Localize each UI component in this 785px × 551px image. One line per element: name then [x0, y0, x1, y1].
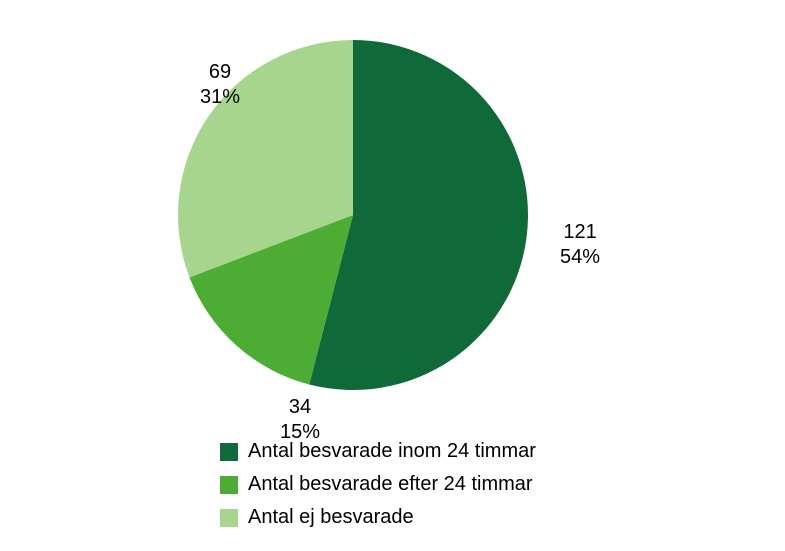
- legend-item-2: Antal ej besvarade: [220, 506, 536, 529]
- legend-label: Antal ej besvarade: [248, 506, 414, 529]
- slice-value: 121: [560, 220, 600, 245]
- slice-label-0: 12154%: [560, 220, 600, 270]
- slice-value: 69: [200, 60, 240, 85]
- slice-percent: 54%: [560, 245, 600, 270]
- legend-label: Antal besvarade efter 24 timmar: [248, 473, 533, 496]
- legend-swatch: [220, 509, 238, 527]
- legend-swatch: [220, 443, 238, 461]
- legend: Antal besvarade inom 24 timmar Antal besv…: [220, 440, 536, 539]
- pie-chart-container: 12154% 3415% 6931% Antal besvarade inom 24…: [0, 0, 785, 551]
- slice-value: 34: [280, 395, 320, 420]
- slice-label-2: 6931%: [200, 60, 240, 110]
- legend-swatch: [220, 476, 238, 494]
- slice-percent: 31%: [200, 85, 240, 110]
- legend-item-1: Antal besvarade efter 24 timmar: [220, 473, 536, 496]
- slice-label-1: 3415%: [280, 395, 320, 445]
- legend-item-0: Antal besvarade inom 24 timmar: [220, 440, 536, 463]
- legend-label: Antal besvarade inom 24 timmar: [248, 440, 536, 463]
